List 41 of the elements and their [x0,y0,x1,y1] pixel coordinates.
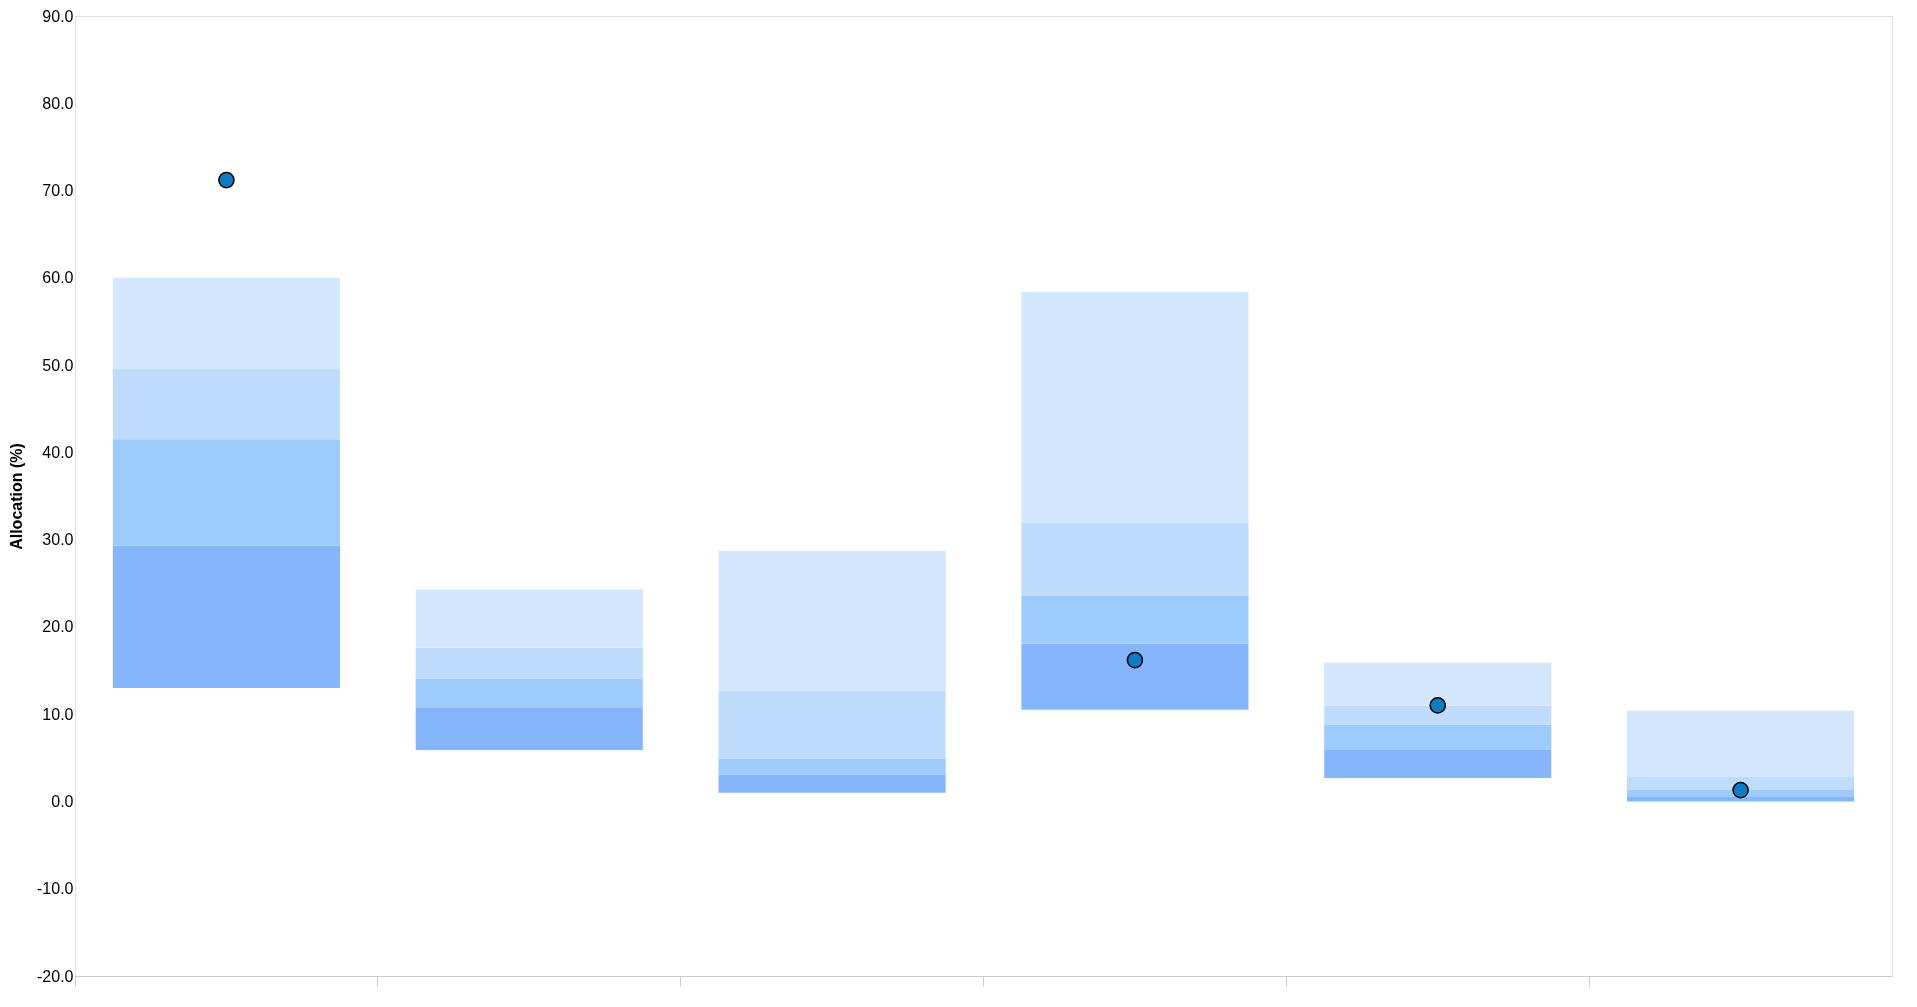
y-tick-label: 80.0 [42,94,74,112]
point [1126,651,1144,669]
bar [415,647,643,679]
point [1429,697,1447,714]
bar [112,277,340,369]
point [218,171,235,189]
y-tick-label: -20.0 [37,967,74,985]
bar [718,690,946,759]
point [1732,781,1749,799]
bar [1627,796,1855,802]
y-tick-label: 50.0 [42,356,74,374]
y-tick-label: 70.0 [42,182,74,200]
bar [1021,595,1249,644]
y-tick-label: 40.0 [42,443,74,461]
bar [718,758,946,775]
y-tick-label: 10.0 [42,705,74,723]
bar [415,589,643,648]
bar [1021,291,1249,524]
y-tick-label: 20.0 [42,618,74,636]
bar [415,678,643,709]
y-axis-title: Allocation (%) [8,443,26,550]
bar [1627,777,1855,791]
y-tick-label: -10.0 [37,880,74,898]
bar [1021,643,1249,710]
bar [415,708,643,750]
bar [1324,705,1552,725]
y-tick-label: 90.0 [42,7,74,25]
bar [112,439,340,546]
bar [718,774,946,793]
bar [1021,523,1249,596]
bar [112,368,340,440]
bar [1324,749,1552,778]
bar [112,545,340,688]
bar [1324,724,1552,750]
bar [1627,710,1855,778]
y-tick-label: 30.0 [42,531,74,549]
y-tick-label: 60.0 [42,269,74,287]
bar [1324,662,1552,706]
bar [718,550,946,691]
y-tick-label: 0.0 [51,792,74,810]
bar [1627,790,1855,797]
